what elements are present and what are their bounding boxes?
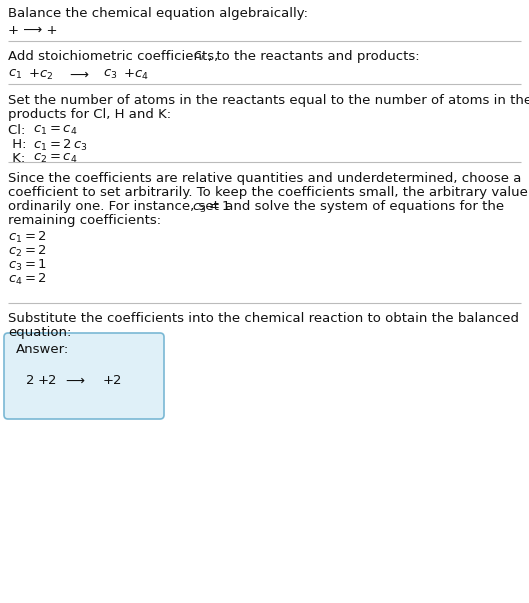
- Text: $c_1 = 2\,c_3$: $c_1 = 2\,c_3$: [33, 138, 88, 153]
- Text: coefficient to set arbitrarily. To keep the coefficients small, the arbitrary va: coefficient to set arbitrarily. To keep …: [8, 186, 529, 199]
- Text: Add stoichiometric coefficients,: Add stoichiometric coefficients,: [8, 50, 223, 63]
- Text: and solve the system of equations for the: and solve the system of equations for th…: [221, 200, 504, 213]
- Text: $c_3 = 1$: $c_3 = 1$: [192, 200, 231, 215]
- Text: $c_2 = c_4$: $c_2 = c_4$: [33, 152, 77, 165]
- Text: Since the coefficients are relative quantities and underdetermined, choose a: Since the coefficients are relative quan…: [8, 172, 522, 185]
- Text: H:: H:: [8, 138, 31, 151]
- Text: $c_1$: $c_1$: [8, 68, 22, 81]
- Text: , to the reactants and products:: , to the reactants and products:: [208, 50, 419, 63]
- Text: $+c_2$: $+c_2$: [28, 68, 53, 82]
- Text: $\longrightarrow$: $\longrightarrow$: [63, 374, 86, 387]
- Text: equation:: equation:: [8, 326, 71, 339]
- Text: 2: 2: [26, 374, 34, 387]
- Text: +2: +2: [38, 374, 58, 387]
- Text: $c_1 = c_4$: $c_1 = c_4$: [33, 124, 77, 137]
- Text: ordinarily one. For instance, set: ordinarily one. For instance, set: [8, 200, 223, 213]
- Text: $c_4 = 2$: $c_4 = 2$: [8, 272, 47, 287]
- Text: Set the number of atoms in the reactants equal to the number of atoms in the: Set the number of atoms in the reactants…: [8, 94, 529, 107]
- Text: Answer:: Answer:: [16, 343, 69, 356]
- FancyBboxPatch shape: [4, 333, 164, 419]
- Text: +2: +2: [103, 374, 123, 387]
- Text: K:: K:: [8, 152, 30, 165]
- Text: $c_3 = 1$: $c_3 = 1$: [8, 258, 47, 273]
- Text: $+c_4$: $+c_4$: [123, 68, 149, 82]
- Text: Cl:: Cl:: [8, 124, 30, 137]
- Text: $c_1 = 2$: $c_1 = 2$: [8, 230, 47, 245]
- Text: products for Cl, H and K:: products for Cl, H and K:: [8, 108, 171, 121]
- Text: $c_3$: $c_3$: [103, 68, 117, 81]
- Text: Balance the chemical equation algebraically:: Balance the chemical equation algebraica…: [8, 7, 308, 20]
- Text: $\longrightarrow$: $\longrightarrow$: [67, 68, 90, 81]
- Text: Substitute the coefficients into the chemical reaction to obtain the balanced: Substitute the coefficients into the che…: [8, 312, 519, 325]
- Text: $c_i$: $c_i$: [193, 50, 205, 63]
- Text: $c_2 = 2$: $c_2 = 2$: [8, 244, 47, 259]
- Text: + ⟶ +: + ⟶ +: [8, 24, 58, 37]
- Text: remaining coefficients:: remaining coefficients:: [8, 214, 161, 227]
